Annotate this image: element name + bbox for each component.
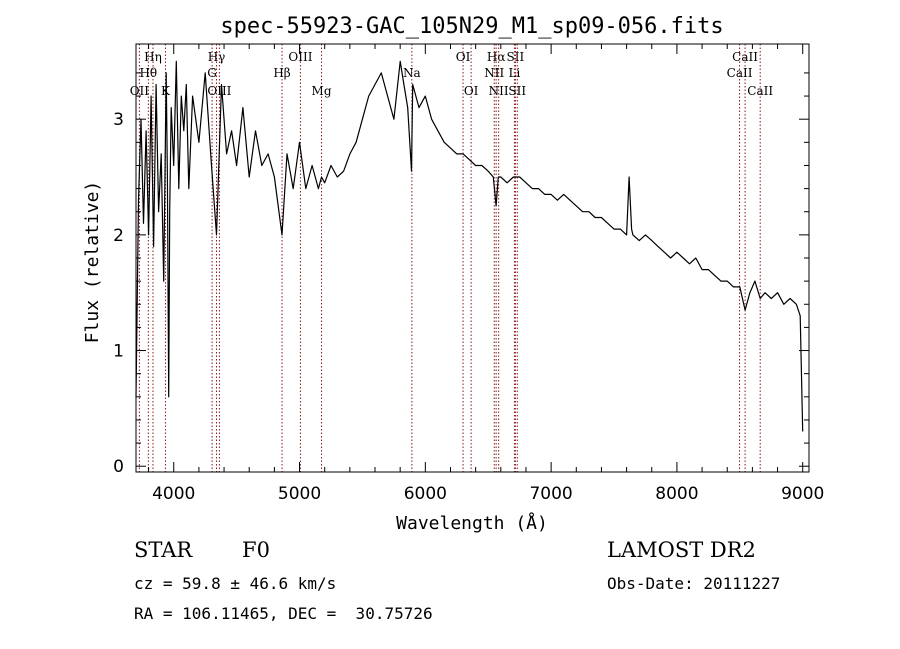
line-marker-label: Hβ [273, 66, 290, 80]
line-marker-label: Na [403, 66, 421, 80]
object-class: STAR [134, 538, 193, 562]
line-marker-label: CaII [747, 84, 773, 98]
y-tick-label: 0 [113, 457, 124, 477]
y-axis-label: Flux (relative) [82, 181, 103, 344]
plot-frame [135, 43, 810, 473]
x-tick-label: 4000 [152, 484, 195, 504]
y-tick-label: 2 [113, 226, 124, 246]
line-marker-label: CaII [732, 50, 758, 64]
line-marker-label: Mg [312, 84, 332, 98]
line-marker-label: SII [508, 84, 526, 98]
line-marker-label: OII [130, 84, 150, 98]
line-marker-label: Li [508, 66, 520, 80]
line-marker-label: NII [484, 66, 504, 80]
spectrum-series [135, 60, 804, 432]
x-tick-label: 8000 [655, 484, 698, 504]
line-marker-label: Hη [144, 50, 162, 64]
x-tick-label: 7000 [529, 484, 572, 504]
redshift-cz: cz = 59.8 ± 46.6 km/s [134, 574, 337, 593]
object-subclass: F0 [242, 538, 270, 562]
axis-ticks: 4000 5000 6000 7000 8000 9000 0 1 2 3 [113, 44, 824, 504]
coordinates: RA = 106.11465, DEC = 30.75726 [134, 604, 433, 623]
y-tick-label: 3 [113, 110, 124, 130]
line-marker-label: G [207, 66, 217, 80]
x-tick-label: 6000 [404, 484, 447, 504]
spectrum-line [135, 60, 804, 432]
x-tick-label: 9000 [781, 484, 824, 504]
y-tick-label: 1 [113, 342, 124, 362]
line-marker-label: OI [464, 84, 479, 98]
line-marker-label: Hθ [139, 66, 157, 80]
line-marker-label: OIII [288, 50, 312, 64]
line-marker-label: OI [456, 50, 471, 64]
survey-name: LAMOST DR2 [607, 538, 756, 562]
chart-title: spec-55923-GAC_105N29_M1_sp09-056.fits [220, 14, 723, 39]
line-marker-label: Hγ [208, 50, 226, 64]
line-marker-label: SII [507, 50, 525, 64]
line-marker-label: Hα [487, 50, 506, 64]
x-axis-label: Wavelength (Å) [396, 512, 548, 534]
line-marker-label: CaII [727, 66, 753, 80]
line-marker-label: NII [489, 84, 509, 98]
x-tick-label: 5000 [278, 484, 321, 504]
obs-date: Obs-Date: 20111227 [607, 574, 781, 593]
line-marker-label: OIII [207, 84, 231, 98]
